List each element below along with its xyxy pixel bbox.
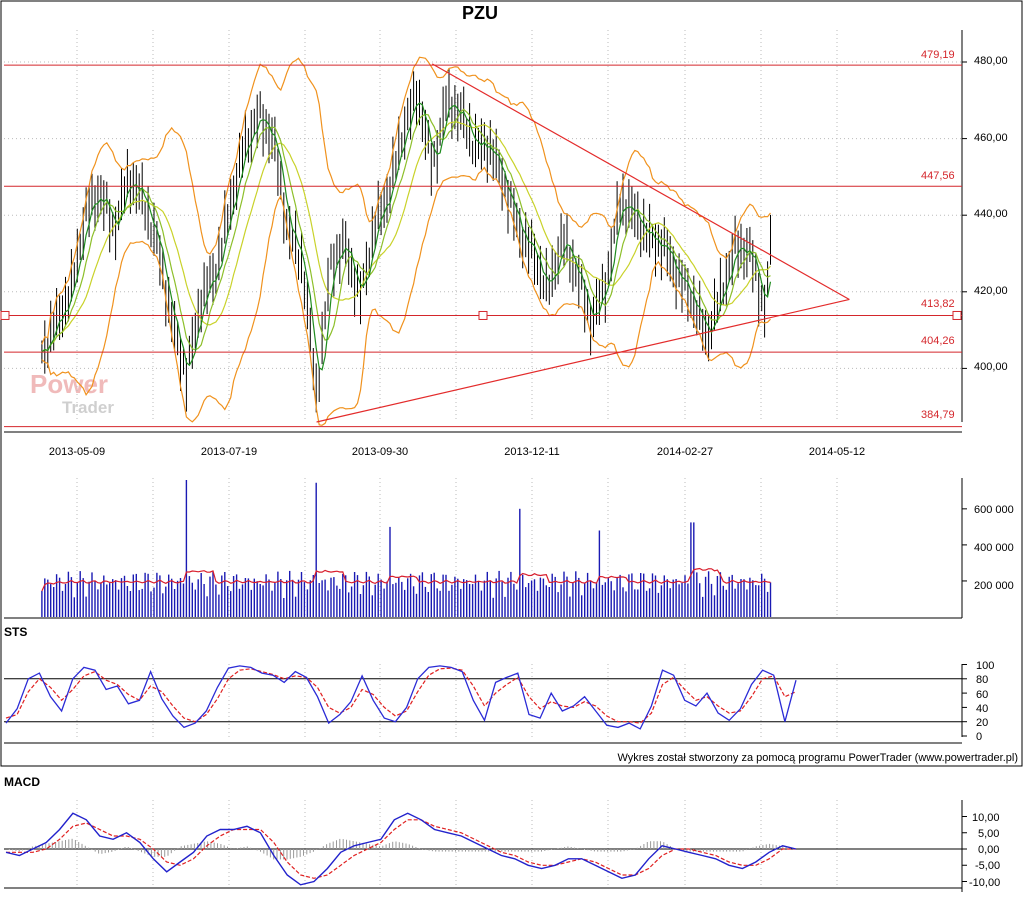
sts-panel-title: STS [4, 625, 27, 639]
level-marker-mid [478, 310, 488, 320]
main-ytick-420: 420,00 [974, 285, 1008, 297]
chart-title: PZU [462, 3, 498, 23]
sts-ytick-0: 0 [976, 731, 982, 743]
level-label-447: 447,56 [921, 170, 955, 182]
macd-ytick-0: 0,00 [978, 844, 999, 856]
trend-line-1 [316, 298, 850, 423]
main-ytick-440: 440,00 [974, 208, 1008, 220]
chart-marks [0, 30, 967, 888]
ma-lightgreen [41, 108, 771, 353]
volume-ytick-400k: 400 000 [974, 542, 1014, 554]
macd-ytick-5: 5,00 [978, 828, 999, 840]
volume-ytick-600k: 600 000 [974, 504, 1014, 516]
ma-yellow [41, 121, 771, 353]
volume-ytick-200k: 200 000 [974, 580, 1014, 592]
macd-ytick-m10: -10,00 [969, 877, 1000, 889]
watermark-logo: Power Trader [30, 369, 114, 417]
level-label-479: 479,19 [921, 49, 955, 61]
sts-ytick-40: 40 [976, 703, 988, 715]
level-marker-left [0, 310, 10, 320]
level-label-384: 384,79 [921, 409, 955, 421]
sts-ytick-20: 20 [976, 717, 988, 729]
volume-ma-line [41, 567, 771, 592]
macd-panel-title: MACD [4, 775, 40, 789]
bollinger-lower [41, 166, 771, 426]
macd-line [5, 812, 797, 886]
level-label-404: 404,26 [921, 335, 955, 347]
sts-ytick-100: 100 [976, 660, 994, 672]
ma-green [41, 102, 772, 371]
macd-ytick-10: 10,00 [972, 812, 1000, 824]
xlabel-2014-02-27: 2014-02-27 [657, 446, 713, 458]
macd-signal-line [6, 819, 796, 879]
xlabel-2014-05-12: 2014-05-12 [809, 446, 865, 458]
main-ytick-460: 460,00 [974, 132, 1008, 144]
main-panel-frame [0, 0, 1023, 767]
main-ytick-480: 480,00 [974, 55, 1008, 67]
sts-ytick-60: 60 [976, 689, 988, 701]
macd-ytick-m5: -5,00 [975, 860, 1000, 872]
sts-ytick-80: 80 [976, 674, 988, 686]
level-marker-right [952, 310, 962, 320]
trend-line-0 [431, 63, 850, 300]
footer-credit: Wykres został stworzony za pomocą progra… [617, 752, 1018, 764]
sts-signal-line [5, 667, 797, 724]
xlabel-2013-09-30: 2013-09-30 [352, 446, 408, 458]
xlabel-2013-07-19: 2013-07-19 [201, 446, 257, 458]
main-ytick-400: 400,00 [974, 361, 1008, 373]
level-label-413: 413,82 [921, 298, 955, 310]
sts-k-line [5, 665, 797, 730]
watermark-line2: Trader [62, 398, 114, 417]
xlabel-2013-05-09: 2013-05-09 [49, 446, 105, 458]
bollinger-upper [41, 56, 771, 345]
xlabel-2013-12-11: 2013-12-11 [504, 446, 559, 458]
